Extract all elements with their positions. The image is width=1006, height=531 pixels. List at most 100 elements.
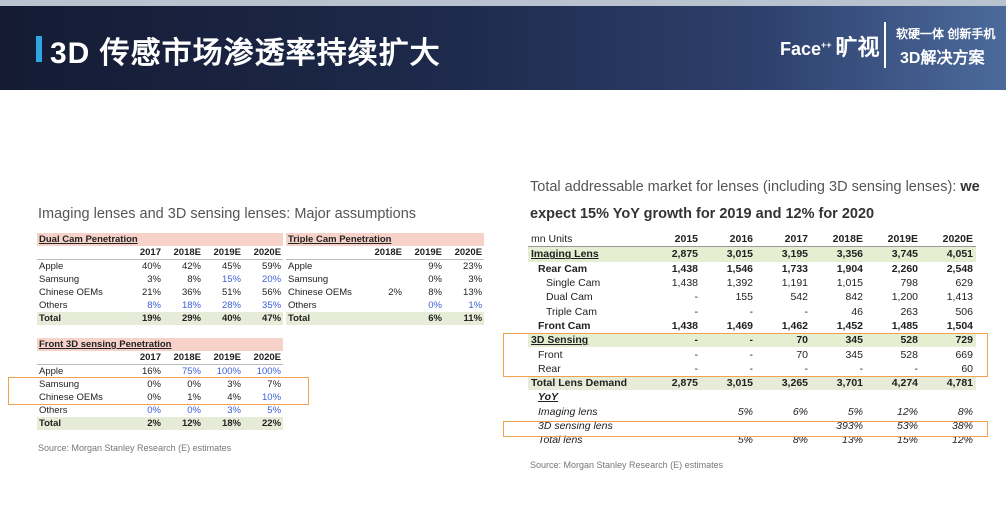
cell bbox=[364, 312, 404, 325]
row-label: Samsung bbox=[288, 274, 329, 285]
cell: - bbox=[701, 333, 756, 348]
table-row: Front - - 70 345 528 669 bbox=[528, 347, 976, 361]
cell: 36% bbox=[181, 287, 201, 298]
brand-logo: Face++ 旷视 bbox=[780, 30, 880, 62]
header-cell: 2017 bbox=[756, 232, 811, 248]
cell: 842 bbox=[845, 291, 863, 304]
cell: 42% bbox=[181, 261, 201, 272]
cell: 38% bbox=[951, 420, 973, 432]
cell: 263 bbox=[900, 305, 918, 318]
cell: 0% bbox=[147, 379, 161, 390]
header-cell: 2017 bbox=[123, 246, 163, 260]
cell: 3% bbox=[227, 379, 241, 390]
cell: 8% bbox=[428, 287, 442, 298]
table-header-row: 2017 2018E 2019E 2020E bbox=[37, 351, 284, 365]
cell: 1,438 bbox=[671, 277, 698, 290]
cell: 1,438 bbox=[671, 262, 698, 275]
total-row: Total 19% 29% 40% 47% bbox=[37, 312, 284, 325]
cell: 3% bbox=[227, 405, 241, 416]
cell: - bbox=[694, 305, 699, 318]
table-header-row: 2018E 2019E 2020E bbox=[286, 246, 485, 260]
header-cell bbox=[286, 246, 364, 260]
cell: - bbox=[804, 305, 809, 318]
cell: 5% bbox=[737, 434, 753, 447]
brand-sup: ++ bbox=[821, 40, 832, 50]
row-label: Total bbox=[286, 312, 364, 325]
cell bbox=[921, 390, 976, 404]
table-row: Others 8% 18% 28% 35% bbox=[37, 299, 283, 312]
table-row: Triple Cam - - - 46 263 506 bbox=[528, 304, 976, 318]
cell: 59% bbox=[262, 261, 282, 272]
table-row: YoY bbox=[528, 390, 976, 404]
cell: 1,469 bbox=[726, 319, 753, 332]
header-cell: 2018E bbox=[811, 232, 866, 248]
cell: 1,452 bbox=[836, 319, 863, 332]
cell: 0% bbox=[428, 300, 442, 311]
row-label: Imaging Lens bbox=[528, 246, 646, 262]
cell bbox=[811, 390, 866, 404]
row-label: Triple Cam bbox=[546, 305, 597, 318]
cell bbox=[364, 273, 404, 286]
brand-latin: Face bbox=[780, 39, 822, 59]
table-title-row: Front 3D sensing Penetration bbox=[37, 338, 284, 351]
cell: 1,462 bbox=[781, 319, 808, 332]
units-label: mn Units bbox=[528, 232, 646, 248]
cell: 4,051 bbox=[921, 246, 976, 262]
cell: 1,504 bbox=[946, 319, 973, 332]
cell: 18% bbox=[203, 417, 243, 430]
cell: 8% bbox=[792, 434, 808, 447]
header-cell: 2020E bbox=[243, 246, 284, 260]
cell: 13% bbox=[463, 287, 483, 298]
cell: 528 bbox=[900, 348, 918, 361]
header-banner: 3D 传感市场渗透率持续扩大 Face++ 旷视 软硬一体 创新手机 3D解决方案 bbox=[0, 0, 1006, 90]
row-label: Apple bbox=[39, 261, 64, 272]
cell: - bbox=[804, 362, 809, 375]
table-header-row: mn Units 2015 2016 2017 2018E 2019E 2020… bbox=[528, 232, 976, 248]
header-cell: 2020E bbox=[921, 232, 976, 248]
cell: 40% bbox=[203, 312, 243, 325]
cell: 28% bbox=[221, 300, 241, 311]
cell: 3,015 bbox=[701, 246, 756, 262]
dual-cam-table: Dual Cam Penetration 2017 2018E 2019E 20… bbox=[37, 233, 284, 325]
cell: 53% bbox=[896, 420, 918, 432]
cell bbox=[756, 390, 811, 404]
cell: - bbox=[749, 362, 754, 375]
cell: 56% bbox=[262, 287, 282, 298]
row-label: Others bbox=[39, 405, 68, 416]
slogan-line2: 3D解决方案 bbox=[900, 50, 985, 67]
header-cell: 2019E bbox=[203, 351, 243, 365]
cell: 100% bbox=[216, 366, 241, 377]
cell: 2,548 bbox=[946, 262, 973, 275]
header-cell: 2019E bbox=[866, 232, 921, 248]
header-cell: 2018E bbox=[163, 246, 203, 260]
cell: 1,438 bbox=[671, 319, 698, 332]
highlight-box-left bbox=[8, 377, 309, 405]
cell: 21% bbox=[141, 287, 161, 298]
cell: - bbox=[694, 291, 699, 304]
left-heading: Imaging lenses and 3D sensing lenses: Ma… bbox=[38, 206, 417, 222]
cell: 528 bbox=[866, 333, 921, 348]
header-cell bbox=[37, 351, 123, 365]
cell: 1,733 bbox=[781, 262, 808, 275]
triple-cam-table: Triple Cam Penetration 2018E 2019E 2020E… bbox=[286, 233, 485, 325]
cell: 5% bbox=[267, 405, 282, 416]
cell: 669 bbox=[955, 348, 973, 361]
row-label: Imaging lens bbox=[538, 405, 598, 418]
row-label: Total bbox=[37, 312, 123, 325]
left-source-note: Source: Morgan Stanley Research (E) esti… bbox=[38, 443, 232, 453]
table-row: Imaging lens 5% 6% 5% 12% 8% bbox=[528, 405, 976, 419]
table-row: Single Cam 1,438 1,392 1,191 1,015 798 6… bbox=[528, 276, 976, 290]
cell bbox=[364, 299, 404, 312]
cell: 8% bbox=[957, 405, 973, 418]
header-cell: 2018E bbox=[163, 351, 203, 365]
row-label: Single Cam bbox=[546, 277, 601, 290]
row-label: Rear bbox=[538, 362, 561, 375]
row-label: Others bbox=[39, 300, 68, 311]
banner-top-stripe bbox=[0, 0, 1006, 6]
cell: 345 bbox=[811, 333, 866, 348]
table-row: Total lens 5% 8% 13% 15% 12% bbox=[528, 433, 976, 447]
lens-demand-table: mn Units 2015 2016 2017 2018E 2019E 2020… bbox=[528, 232, 976, 447]
cell: 16% bbox=[141, 366, 161, 377]
cell: 6% bbox=[792, 405, 808, 418]
cell: 2,875 bbox=[646, 246, 701, 262]
